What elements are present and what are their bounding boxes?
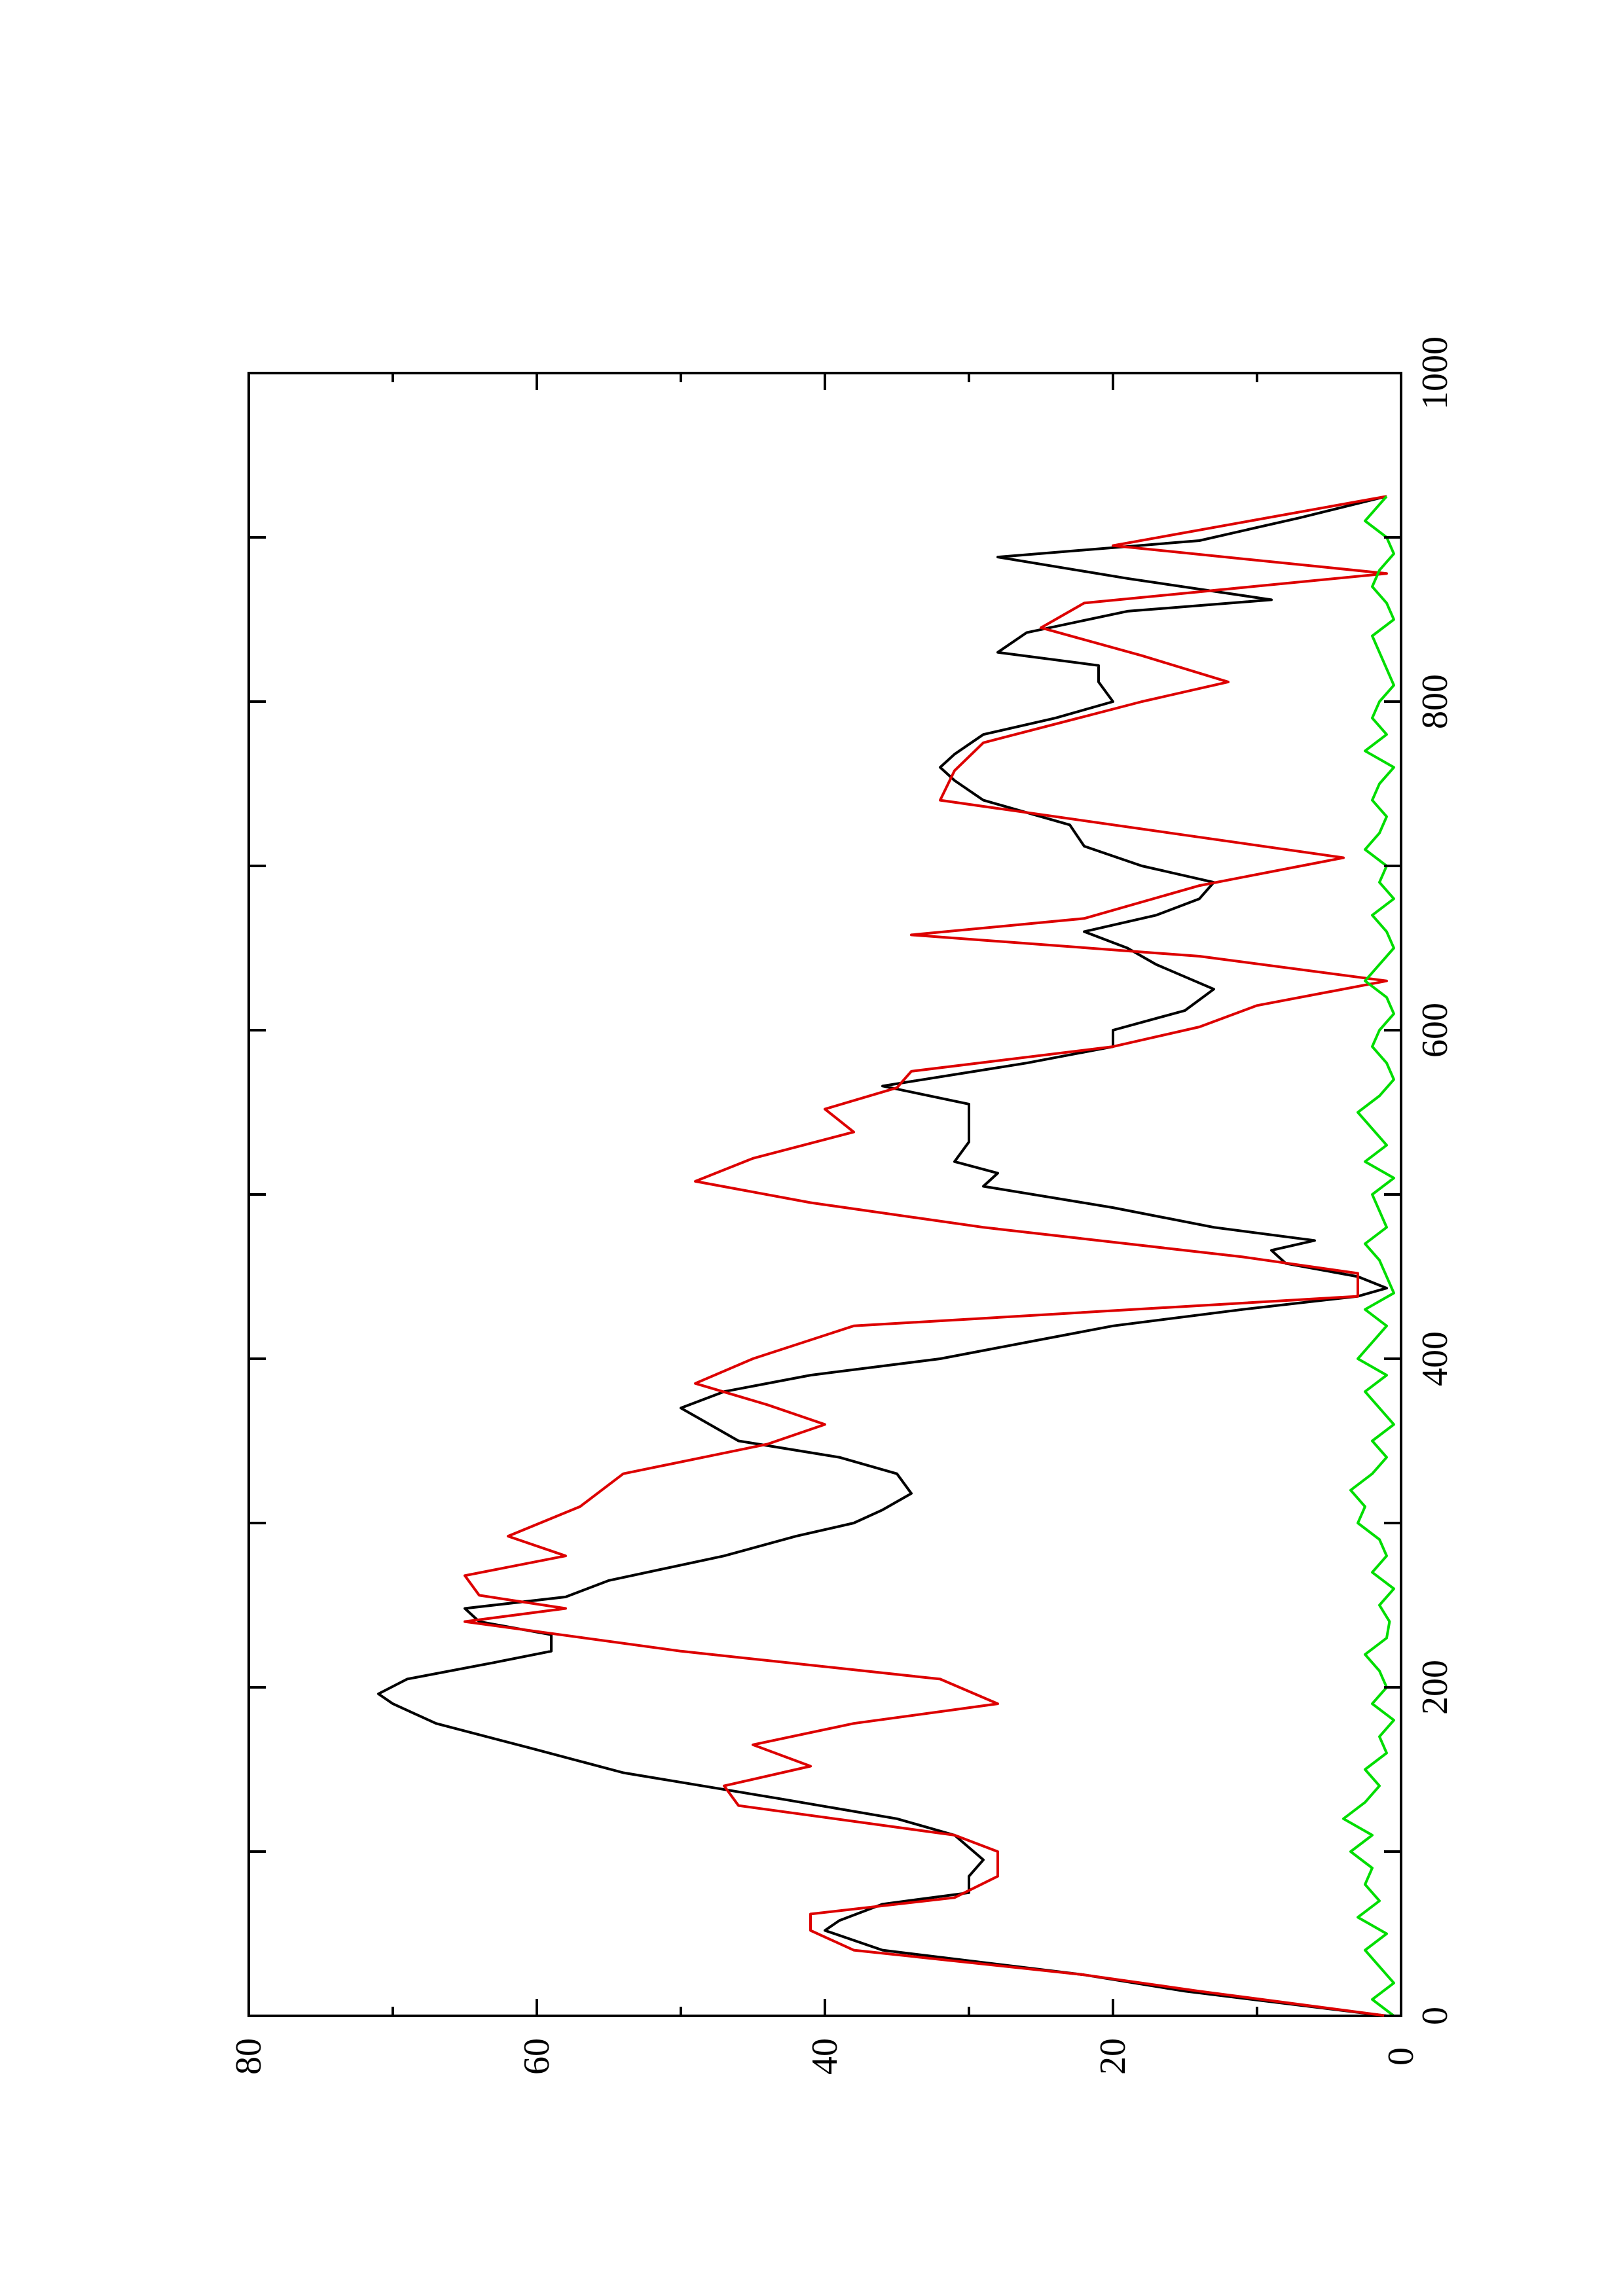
- x-tick-label: 400: [1415, 1331, 1455, 1386]
- x-tick-label: 600: [1415, 1003, 1455, 1058]
- y-tick-label: 60: [517, 2038, 557, 2075]
- x-tick-label: 0: [1415, 2007, 1455, 2025]
- x-tick-label: 800: [1415, 674, 1455, 729]
- x-tick-label: 1000: [1415, 336, 1455, 410]
- x-tick-label: 200: [1415, 1660, 1455, 1715]
- series-line-2: [464, 495, 1388, 2017]
- ticks-layer: [247, 372, 1402, 2017]
- y-tick-label: 40: [805, 2038, 845, 2075]
- series-layer: [377, 495, 1395, 2017]
- y-tick-label: 80: [228, 2038, 269, 2075]
- y-tick-label: 20: [1093, 2038, 1133, 2075]
- y-tick-label: 0: [1381, 2047, 1421, 2066]
- series-line-3: [1342, 495, 1395, 2017]
- labels-layer: 0 200 400 600 800 1000 0 20 40 60 80: [228, 336, 1455, 2075]
